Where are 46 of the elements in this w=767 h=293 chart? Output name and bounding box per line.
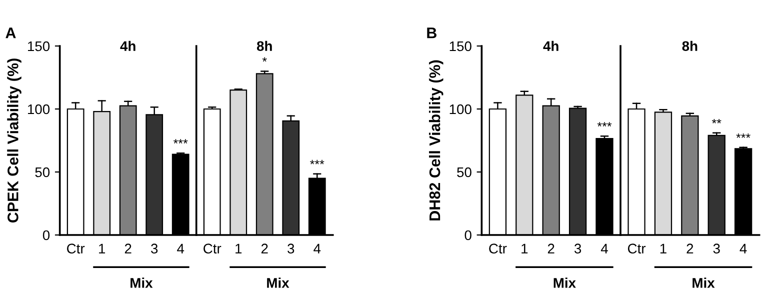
- y-tick-label: 150: [450, 41, 472, 52]
- annotation: ***: [310, 160, 324, 164]
- x-tick-label: 3: [574, 244, 582, 254]
- x-tick-label: Ctr: [489, 244, 507, 254]
- x-tick-label: Ctr: [628, 244, 646, 254]
- y-tick-label: 0: [464, 230, 472, 240]
- x-tick-label: Ctr: [67, 244, 85, 254]
- text: A: [6, 28, 16, 38]
- annotation: ***: [597, 122, 612, 126]
- annotation: ***: [736, 133, 750, 138]
- y-tick-label: 100: [28, 104, 50, 114]
- annotation: *: [262, 57, 267, 62]
- y-tick-label: 0: [42, 230, 50, 240]
- chart-title: 4h: [120, 40, 136, 51]
- x-tick-label: Ctr: [204, 244, 222, 254]
- chart-title: 8h: [682, 40, 698, 52]
- x-tick-label: 2: [124, 244, 132, 254]
- annotation: **: [712, 118, 722, 124]
- x-tick-label: 4: [314, 244, 321, 254]
- y-axis-title: CPEK Cell Viability (%): [7, 58, 22, 222]
- text: Mix: [692, 278, 715, 288]
- x-tick-label: 4: [740, 244, 747, 254]
- x-tick-label: 3: [151, 244, 158, 254]
- chart-title: 4h: [543, 40, 558, 51]
- x-tick-label: 4: [600, 244, 608, 254]
- y-tick-label: 100: [450, 104, 472, 114]
- annotation: ***: [174, 139, 188, 144]
- chart-title: 8h: [256, 40, 272, 52]
- x-tick-label: 4: [177, 244, 184, 254]
- text: B: [427, 28, 436, 38]
- x-tick-label: 1: [522, 244, 528, 254]
- y-tick-label: 150: [28, 41, 50, 52]
- text: Mix: [554, 278, 576, 288]
- y-axis-title: DH82 Cell Viability (%): [428, 60, 444, 220]
- x-tick-label: 3: [713, 244, 720, 254]
- x-tick-label: 3: [288, 244, 294, 254]
- x-tick-label: 1: [660, 244, 666, 254]
- text: Mix: [130, 278, 153, 288]
- y-tick-label: 50: [35, 167, 50, 178]
- x-tick-label: 2: [548, 244, 554, 254]
- y-tick-label: 50: [457, 167, 472, 178]
- x-tick-label: 2: [261, 244, 268, 254]
- x-tick-label: 1: [236, 244, 242, 254]
- x-tick-label: 1: [99, 244, 106, 254]
- text: Mix: [267, 278, 290, 288]
- x-tick-label: 2: [686, 244, 694, 254]
